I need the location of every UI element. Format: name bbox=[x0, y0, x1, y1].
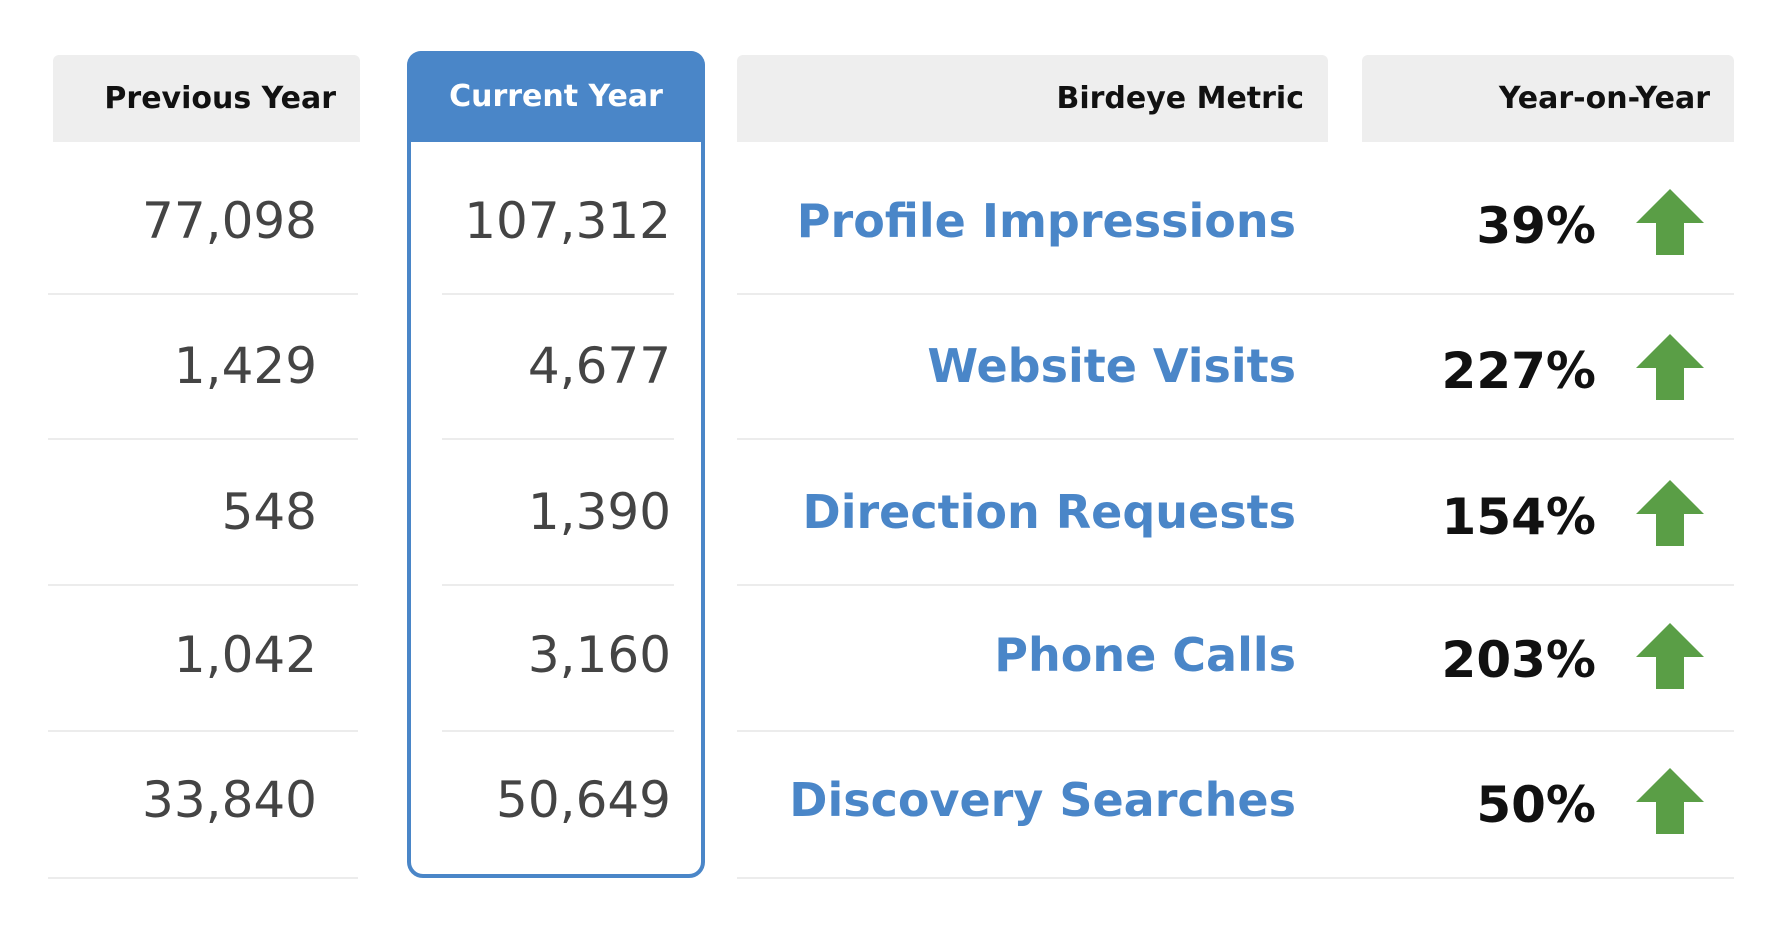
row-separator bbox=[442, 293, 674, 295]
row-separator bbox=[442, 584, 674, 586]
row-separator bbox=[737, 584, 1734, 586]
up-arrow bbox=[1636, 334, 1704, 400]
yoy-change: 50% bbox=[1476, 776, 1596, 834]
current-value: 1,390 bbox=[527, 483, 671, 541]
metric-name: Discovery Searches bbox=[789, 773, 1296, 827]
yoy-change: 154% bbox=[1441, 488, 1596, 546]
previous-value: 1,429 bbox=[173, 337, 317, 395]
previous-value: 33,840 bbox=[142, 771, 317, 829]
row-separator bbox=[737, 877, 1734, 879]
row-separator bbox=[737, 293, 1734, 295]
row-separator bbox=[48, 730, 358, 732]
up-arrow bbox=[1636, 768, 1704, 834]
up-arrow bbox=[1636, 480, 1704, 546]
header-cell: Birdeye Metric bbox=[737, 55, 1328, 142]
up-arrow bbox=[1636, 189, 1704, 255]
current-value: 107,312 bbox=[464, 192, 671, 250]
yoy-change: 39% bbox=[1476, 197, 1596, 255]
yoy-change: 203% bbox=[1441, 631, 1596, 689]
up-arrow bbox=[1636, 623, 1704, 689]
header-cell: Previous Year bbox=[53, 55, 360, 142]
row-separator bbox=[48, 584, 358, 586]
current-value: 3,160 bbox=[527, 626, 671, 684]
metric-name: Phone Calls bbox=[994, 628, 1296, 682]
row-separator bbox=[442, 730, 674, 732]
header-cell: Current Year bbox=[407, 51, 705, 142]
current-year-highlight bbox=[407, 51, 705, 878]
previous-value: 1,042 bbox=[173, 626, 317, 684]
row-separator bbox=[737, 438, 1734, 440]
previous-value: 77,098 bbox=[142, 192, 317, 250]
header-cell: Year-on-Year bbox=[1362, 55, 1734, 142]
current-value: 4,677 bbox=[527, 337, 671, 395]
yoy-change: 227% bbox=[1441, 342, 1596, 400]
metric-name: Direction Requests bbox=[802, 485, 1296, 539]
previous-value: 548 bbox=[221, 483, 317, 541]
row-separator bbox=[48, 877, 358, 879]
metric-name: Website Visits bbox=[927, 339, 1296, 393]
row-separator bbox=[48, 438, 358, 440]
row-separator bbox=[737, 730, 1734, 732]
row-separator bbox=[442, 438, 674, 440]
row-separator bbox=[48, 293, 358, 295]
current-value: 50,649 bbox=[496, 771, 671, 829]
metric-name: Profile Impressions bbox=[796, 194, 1296, 248]
